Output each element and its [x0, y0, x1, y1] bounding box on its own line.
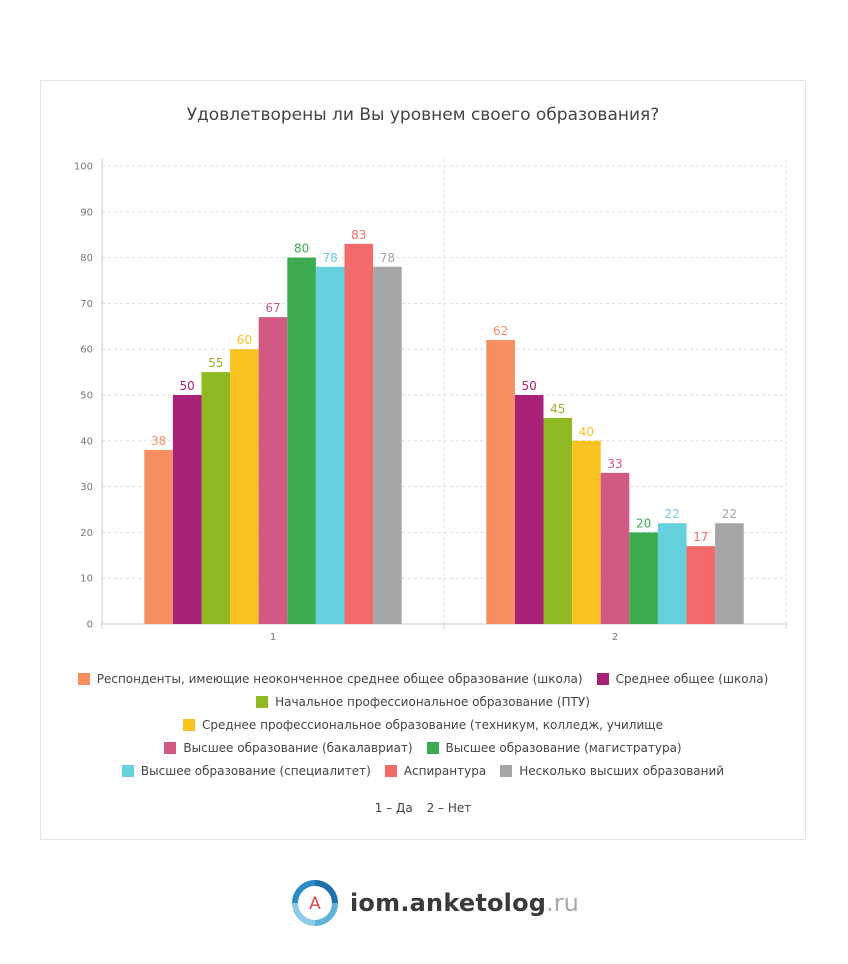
data-label: 22: [665, 507, 680, 521]
legend-item[interactable]: Начальное профессиональное образование (…: [256, 695, 590, 709]
legend-item[interactable]: Среднее профессиональное образование (те…: [183, 718, 663, 732]
y-tick-label: 60: [80, 345, 93, 356]
brand-name: iom.anketolog: [350, 889, 547, 917]
data-label: 20: [636, 516, 651, 530]
category-note-2: 2 – Нет: [426, 801, 472, 815]
legend-label: Аспирантура: [403, 763, 487, 778]
anketolog-logo-icon: A: [292, 880, 338, 926]
legend-label: Несколько высших образований: [519, 763, 725, 778]
chart-title: Удовлетворены ли Вы уровнем своего образ…: [186, 105, 660, 125]
y-tick-label: 20: [80, 528, 93, 539]
y-tick-label: 100: [74, 162, 93, 173]
chart-card: Удовлетворены ли Вы уровнем своего образ…: [40, 80, 806, 840]
data-label: 67: [265, 301, 280, 315]
chart-legend: Респонденты, имеющие неоконченное средне…: [41, 667, 805, 782]
legend-swatch: [384, 764, 397, 777]
legend-swatch: [500, 764, 513, 777]
data-label: 60: [237, 333, 252, 347]
y-tick-label: 40: [80, 436, 93, 447]
bar: [600, 472, 630, 624]
data-label: 17: [693, 530, 708, 544]
bar: [144, 449, 173, 624]
data-label: 62: [493, 324, 508, 338]
bar: [486, 340, 515, 624]
legend-label: Респонденты, имеющие неоконченное средне…: [96, 671, 583, 686]
data-label: 55: [208, 356, 223, 370]
legend-swatch: [183, 718, 196, 731]
legend-swatch: [256, 695, 269, 708]
data-label: 78: [380, 251, 395, 265]
bar: [657, 523, 687, 624]
x-tick-label: 1: [270, 632, 276, 643]
bar: [572, 440, 601, 624]
legend-swatch: [426, 741, 439, 754]
data-label: 33: [607, 457, 622, 471]
y-tick-label: 50: [80, 391, 93, 402]
data-label: 80: [294, 242, 309, 256]
legend-label: Высшее образование (специалитет): [140, 763, 371, 778]
legend-row: Высшее образование (специалитет) Аспирант…: [41, 759, 805, 782]
bar: [172, 395, 202, 624]
bar: [201, 372, 231, 624]
x-tick-label: 2: [612, 632, 618, 643]
data-label: 50: [522, 379, 537, 393]
logo-letter: A: [309, 894, 321, 914]
y-tick-label: 80: [80, 253, 93, 264]
data-label: 50: [180, 379, 195, 393]
bar-chart: 0 10 20 30 40 50 60 70 80 90 100 1 38 50 55 60 67 80 78 83 7…: [74, 159, 787, 643]
bar: [287, 257, 316, 624]
y-tick-label: 70: [80, 299, 93, 310]
legend-swatch: [596, 672, 609, 685]
category-note: 1 – Да 2 – Нет: [41, 801, 805, 815]
bar: [514, 395, 544, 624]
data-label: 83: [351, 228, 366, 242]
legend-item[interactable]: Аспирантура: [384, 763, 487, 778]
legend-item[interactable]: Высшее образование (специалитет): [121, 763, 371, 778]
legend-label: Среднее общее (школа): [615, 671, 769, 686]
legend-row: Среднее профессиональное образование (те…: [41, 713, 805, 736]
legend-label: Высшее образование (магистратура): [445, 740, 682, 755]
bar: [344, 243, 374, 625]
y-tick-label: 0: [87, 620, 93, 631]
bar: [543, 417, 573, 624]
brand-tld: .ru: [546, 889, 579, 917]
bar: [629, 532, 658, 624]
legend-swatch: [77, 672, 90, 685]
legend-row: Высшее образование (бакалавриат) Высшее о…: [41, 736, 805, 759]
y-tick-label: 90: [80, 207, 93, 218]
legend-item[interactable]: Несколько высших образований: [500, 764, 724, 778]
legend-item[interactable]: Среднее общее (школа): [596, 671, 769, 686]
legend-label: Высшее образование (бакалавриат): [183, 740, 413, 755]
legend-swatch: [121, 764, 134, 777]
data-label: 78: [323, 251, 338, 265]
bar: [715, 523, 744, 624]
legend-item[interactable]: Высшее образование (магистратура): [426, 740, 682, 755]
legend-item[interactable]: Высшее образование (бакалавриат): [164, 740, 413, 755]
legend-row: Респонденты, имеющие неоконченное средне…: [41, 667, 805, 690]
data-label: 40: [579, 425, 594, 439]
y-tick-label: 10: [80, 574, 93, 585]
category-note-1: 1 – Да: [374, 801, 413, 815]
data-label: 22: [722, 507, 737, 521]
legend-row: Начальное профессиональное образование (…: [41, 690, 805, 713]
legend-label: Среднее профессиональное образование (те…: [202, 717, 663, 732]
bar: [258, 317, 288, 624]
y-tick-label: 30: [80, 482, 93, 493]
legend-swatch: [164, 741, 177, 754]
data-label: 45: [550, 402, 565, 416]
bar: [230, 349, 259, 624]
legend-label: Начальное профессиональное образование (…: [275, 694, 590, 709]
bar: [373, 266, 402, 624]
bar: [315, 266, 345, 624]
legend-item[interactable]: Респонденты, имеющие неоконченное средне…: [77, 671, 583, 686]
bar: [686, 546, 716, 624]
brand-footer[interactable]: A iom.anketolog .ru: [292, 880, 579, 926]
data-label: 38: [151, 434, 166, 448]
